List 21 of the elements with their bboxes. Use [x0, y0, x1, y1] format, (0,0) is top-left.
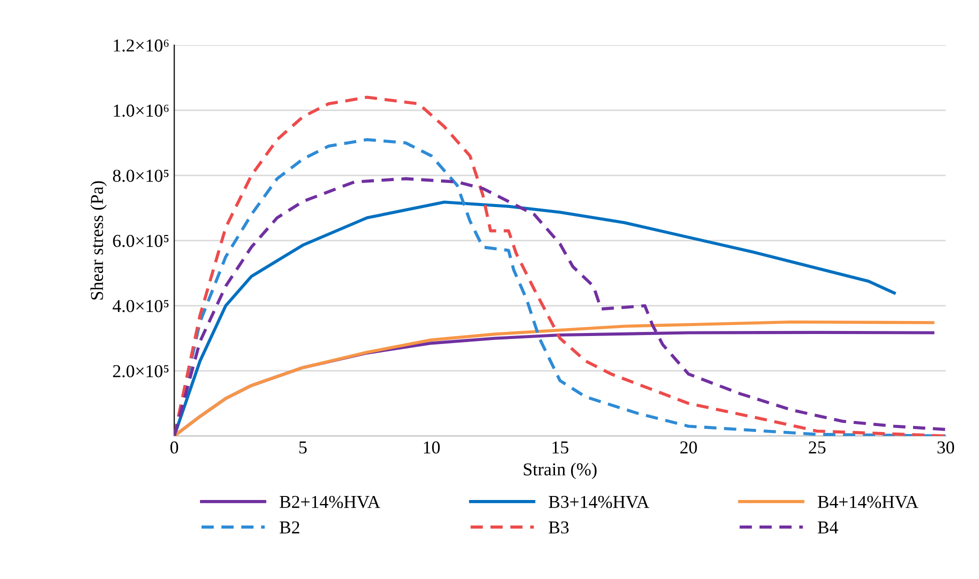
x-axis-title: Strain (%)	[524, 462, 597, 480]
y-axis-title: Shear stress (Pa)	[90, 181, 107, 300]
x-tick-label: 15	[552, 441, 568, 454]
legend-label: B3+14%HVA	[548, 496, 650, 508]
legend-label: B4	[818, 521, 838, 534]
y-tick-label: 8.0×10⁵	[112, 170, 169, 182]
x-tick-label: 25	[808, 441, 826, 454]
legend-label: B2+14%HVA	[280, 496, 380, 508]
legend-label: B2	[280, 521, 300, 534]
legend-label: B4+14%HVA	[818, 496, 918, 508]
y-tick-label: 1.2×10⁶	[114, 39, 169, 52]
x-tick-label: 5	[299, 442, 307, 454]
x-tick-label: 0	[170, 441, 178, 454]
x-tick-label: 30	[938, 441, 954, 454]
y-tick-label: 1.0×10⁶	[114, 104, 169, 117]
x-tick-label: 20	[680, 441, 697, 454]
legend-label: B3	[548, 521, 569, 534]
y-tick-label: 2.0×10⁵	[113, 365, 169, 378]
y-tick-label: 6.0×10⁵	[113, 234, 169, 248]
y-tick-label: 4.0×10⁵	[112, 300, 169, 312]
x-tick-label: 10	[424, 441, 440, 454]
